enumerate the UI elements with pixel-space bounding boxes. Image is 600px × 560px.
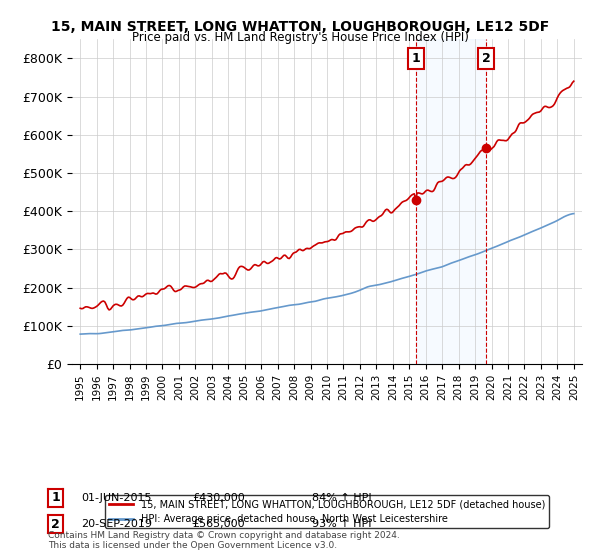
Text: 1: 1 (51, 491, 60, 505)
Text: 93% ↑ HPI: 93% ↑ HPI (312, 519, 371, 529)
Legend: 15, MAIN STREET, LONG WHATTON, LOUGHBOROUGH, LE12 5DF (detached house), HPI: Ave: 15, MAIN STREET, LONG WHATTON, LOUGHBORO… (105, 496, 549, 528)
Text: 2: 2 (51, 517, 60, 531)
Text: 1: 1 (412, 52, 421, 65)
Text: 2: 2 (482, 52, 490, 65)
Text: 01-JUN-2015: 01-JUN-2015 (81, 493, 151, 503)
Text: Contains HM Land Registry data © Crown copyright and database right 2024.
This d: Contains HM Land Registry data © Crown c… (48, 530, 400, 550)
Text: Price paid vs. HM Land Registry's House Price Index (HPI): Price paid vs. HM Land Registry's House … (131, 31, 469, 44)
Text: £565,000: £565,000 (192, 519, 245, 529)
Text: 15, MAIN STREET, LONG WHATTON, LOUGHBOROUGH, LE12 5DF: 15, MAIN STREET, LONG WHATTON, LOUGHBORO… (51, 20, 549, 34)
Text: 84% ↑ HPI: 84% ↑ HPI (312, 493, 371, 503)
Text: £430,000: £430,000 (192, 493, 245, 503)
Bar (416, 39, 486, 364)
Text: 20-SEP-2019: 20-SEP-2019 (81, 519, 152, 529)
